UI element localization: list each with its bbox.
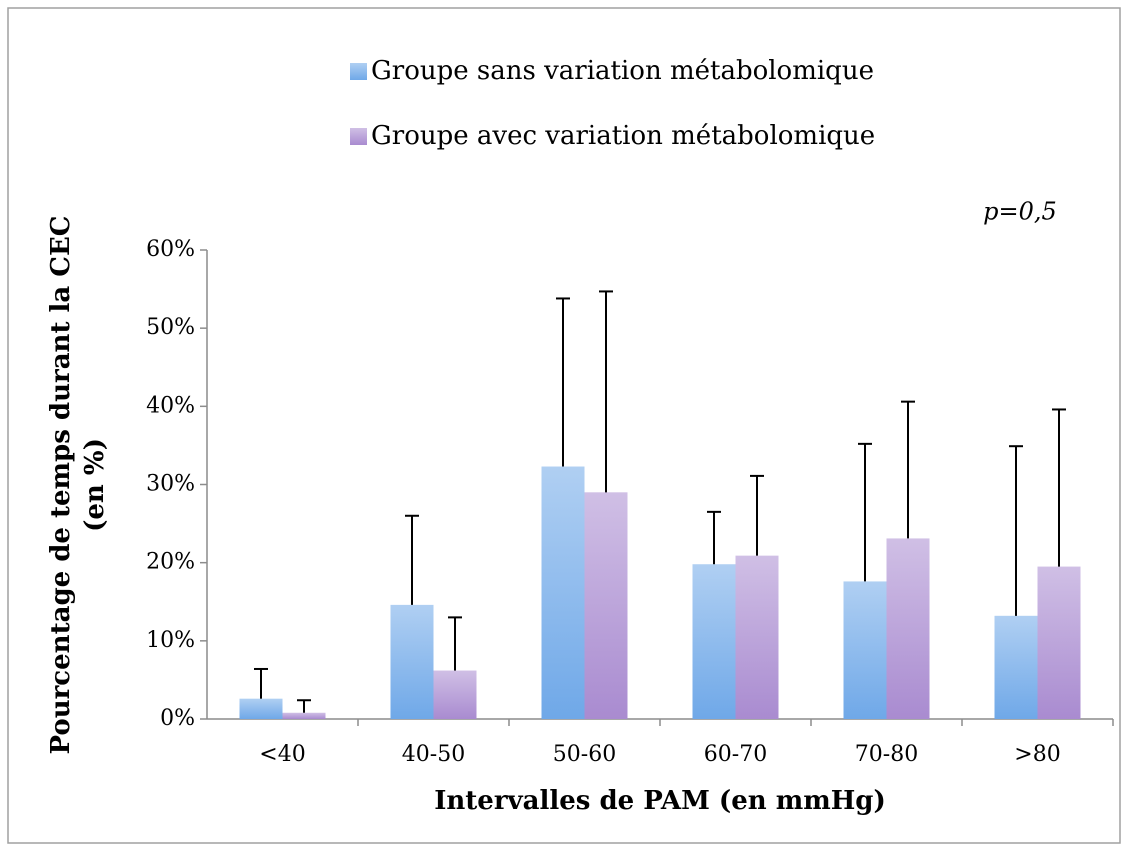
bar: [994, 615, 1038, 719]
y-axis-label-line: (en %): [80, 438, 110, 532]
y-tick-label: 30%: [146, 472, 195, 497]
legend-swatch: [350, 63, 367, 80]
error-bar: [901, 400, 915, 539]
y-tick-label: 50%: [146, 315, 195, 340]
y-tick-label: 60%: [146, 237, 195, 262]
frame: [7, 7, 1121, 844]
error-bar: [1052, 408, 1066, 567]
error-bar: [1009, 445, 1023, 616]
error-bar: [405, 514, 419, 605]
x-tick-label: 50-60: [553, 742, 616, 767]
error-bar: [707, 510, 721, 565]
bar: [541, 466, 585, 719]
y-axis-label-line: Pourcentage de temps durant la CEC: [46, 216, 76, 755]
y-tick-label: 10%: [146, 628, 195, 653]
annotation: p=0,5: [983, 198, 1057, 226]
y-tick-label: 20%: [146, 550, 195, 575]
legend-swatch: [350, 128, 367, 145]
bar: [282, 712, 326, 719]
x-tick-label: 40-50: [402, 742, 465, 767]
error-bar: [297, 699, 311, 713]
error-bar: [448, 616, 462, 671]
bar: [886, 538, 930, 719]
y-tick-label: 40%: [146, 393, 195, 418]
bar: [239, 698, 283, 719]
error-bar: [750, 474, 764, 556]
x-axis-label: Intervalles de PAM (en mmHg): [434, 786, 886, 816]
bar: [735, 555, 779, 719]
y-tick-label: 0%: [160, 706, 195, 731]
x-tick-label: >80: [1014, 742, 1060, 767]
legend-label: Groupe avec variation métabolomique: [371, 121, 875, 151]
error-bar: [254, 667, 268, 699]
bar: [584, 492, 628, 719]
error-bar: [858, 442, 872, 582]
y-axis-label: Pourcentage de temps durant la CEC (en %…: [46, 216, 110, 755]
bar: [692, 564, 736, 719]
x-tick-label: 60-70: [704, 742, 767, 767]
legend-label: Groupe sans variation métabolomique: [371, 56, 874, 86]
error-bar: [599, 290, 613, 493]
bar: [1037, 566, 1081, 719]
x-tick-label: 70-80: [855, 742, 918, 767]
bar: [433, 670, 477, 719]
x-tick-label: <40: [259, 742, 305, 767]
error-bar: [556, 297, 570, 467]
bar: [843, 581, 887, 719]
bar: [390, 604, 434, 719]
